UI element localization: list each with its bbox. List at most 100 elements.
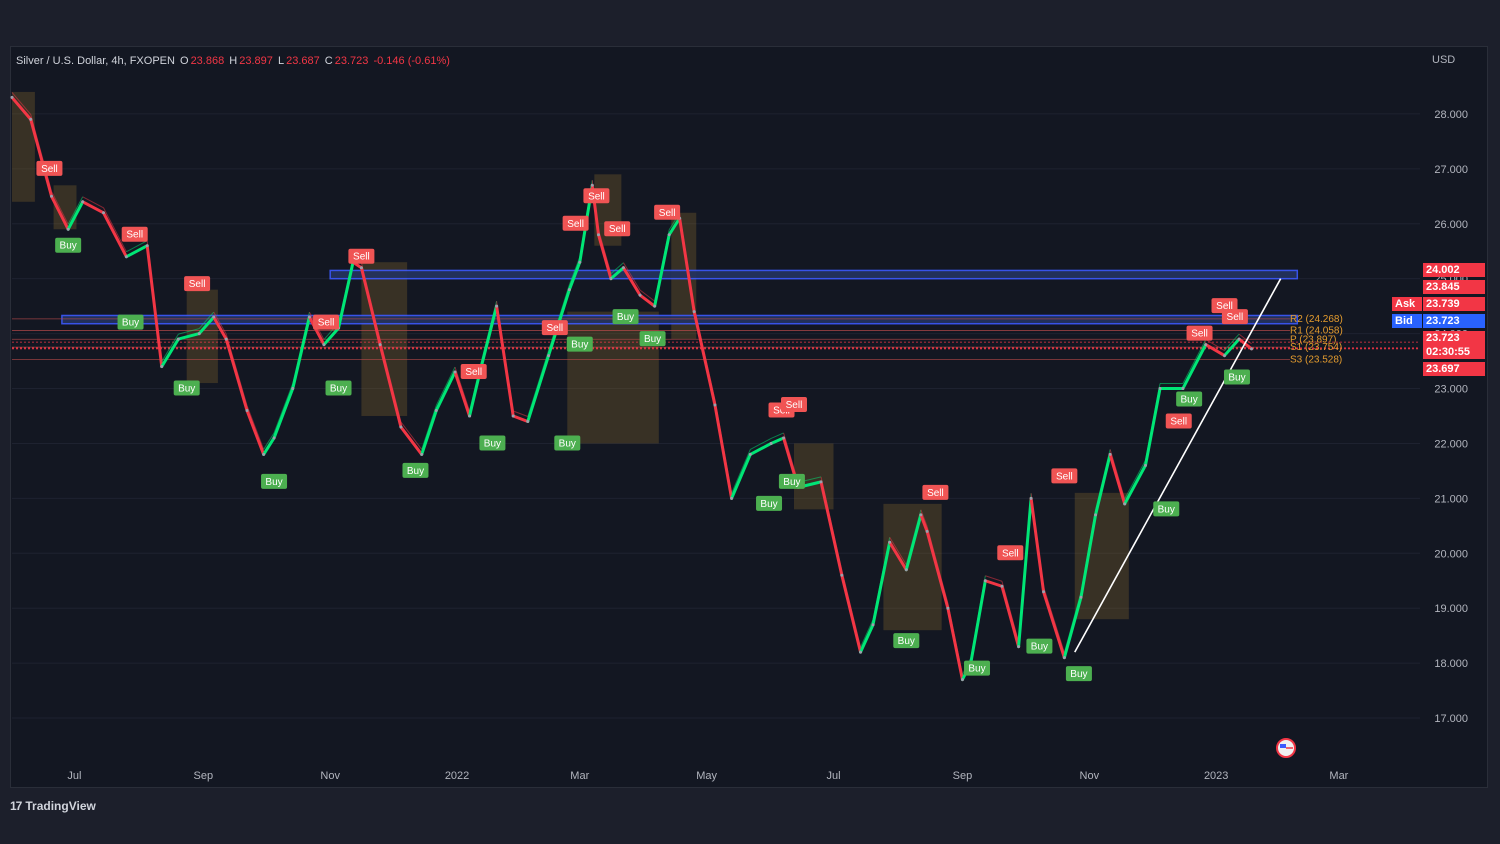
signal-label: Sell — [659, 208, 676, 219]
symbol-header: Silver / U.S. Dollar, 4h, FXOPEN O 23.868… — [16, 55, 452, 67]
currency-label[interactable]: USD — [1432, 54, 1456, 66]
ma-segment — [1095, 449, 1111, 510]
signal-label: Buy — [1228, 373, 1245, 384]
signal-box — [654, 204, 681, 220]
price-segment — [840, 573, 863, 654]
sell-signal: Sell — [583, 188, 610, 204]
signal-label: Sell — [318, 318, 335, 329]
price-segment — [29, 117, 54, 198]
ma-segment — [1224, 333, 1240, 351]
buy-signal: Buy — [325, 380, 352, 396]
price-point — [81, 200, 85, 204]
sell-signal: Sell — [1186, 325, 1213, 341]
close-value: 23.723 — [334, 55, 369, 67]
price-point — [272, 436, 276, 440]
price-point — [904, 568, 908, 572]
price-point — [596, 233, 600, 237]
x-tick-label: Sep — [953, 770, 973, 782]
pivot-label: R2 (24.268) — [1290, 314, 1343, 325]
price-point — [1029, 496, 1033, 500]
signal-box — [313, 314, 340, 330]
signal-label: Buy — [1031, 642, 1048, 653]
signal-box — [479, 435, 506, 451]
price-segment — [322, 326, 341, 347]
price-point — [399, 425, 403, 429]
ma-segment — [379, 339, 402, 423]
price-segment — [1181, 343, 1208, 391]
signal-label: Buy — [1158, 504, 1175, 515]
signal-box — [348, 248, 375, 264]
price-point — [50, 194, 54, 198]
ma-segment — [623, 262, 641, 291]
price-segment — [212, 315, 228, 341]
signal-box — [1153, 501, 1180, 517]
ma-segment — [146, 240, 163, 362]
low-label: L — [277, 55, 285, 67]
ma-segment — [1018, 493, 1032, 642]
ma-segment — [1205, 339, 1225, 352]
sell-signal: Sell — [313, 314, 340, 330]
signal-label: Sell — [126, 230, 143, 241]
price-segment — [434, 370, 457, 412]
y-tick-label: 26.000 — [1434, 219, 1468, 231]
signal-label: Sell — [189, 279, 206, 290]
price-point — [888, 540, 892, 544]
signal-box — [1065, 666, 1092, 682]
buy-signal: Buy — [756, 495, 783, 511]
price-segment — [50, 194, 70, 231]
price-point — [1062, 656, 1066, 660]
price-point — [748, 452, 752, 456]
sell-signal: Sell — [1221, 309, 1248, 325]
signal-label: Sell — [41, 164, 58, 175]
signal-box — [964, 660, 991, 676]
price-segment — [1143, 387, 1162, 467]
x-tick-label: 2023 — [1204, 770, 1228, 782]
price-point — [859, 650, 863, 654]
price-segment — [420, 408, 438, 456]
signal-label: Buy — [760, 499, 777, 510]
price-segment — [176, 332, 201, 341]
signal-label: Sell — [1002, 548, 1019, 559]
signal-box — [1223, 369, 1250, 385]
symbol-title[interactable]: Silver / U.S. Dollar, 4h, FXOPEN — [16, 55, 175, 67]
x-tick-label: Jul — [67, 770, 81, 782]
ma-segment — [820, 476, 843, 571]
price-point — [1000, 584, 1004, 588]
y-tick-label: 22.000 — [1434, 438, 1468, 450]
price-point — [526, 419, 530, 423]
buy-signal: Buy — [554, 435, 581, 451]
signal-box — [780, 397, 807, 412]
signal-box — [1176, 391, 1203, 407]
signal-box — [184, 276, 211, 292]
ma-segment — [479, 301, 498, 368]
signal-box — [261, 473, 288, 489]
signal-label: Buy — [330, 384, 347, 395]
ask-label: Ask — [1392, 297, 1422, 311]
signal-label: Sell — [1170, 416, 1187, 427]
y-tick-label: 17.000 — [1434, 713, 1468, 725]
price-segment — [526, 354, 551, 423]
price-segment — [10, 95, 33, 121]
signal-box — [562, 215, 589, 231]
buy-signal: Buy — [479, 435, 506, 451]
ma-segment — [292, 312, 310, 384]
price-point — [224, 337, 228, 341]
signal-box — [612, 309, 639, 325]
signal-box — [325, 380, 352, 396]
price-point — [245, 408, 249, 412]
price-point — [653, 304, 657, 308]
x-tick-label: Jul — [826, 770, 840, 782]
ma-segment — [841, 570, 862, 648]
sell-signal: Sell — [562, 215, 589, 231]
price-segment — [1062, 595, 1083, 660]
tradingview-brand[interactable]: 17 TradingView — [10, 799, 96, 813]
price-segment — [224, 337, 249, 412]
x-tick-label: May — [696, 770, 717, 782]
ma-segment — [1124, 460, 1146, 500]
price-point — [946, 606, 950, 610]
price-point — [1079, 595, 1083, 599]
price-segment — [468, 370, 482, 418]
chart-frame[interactable] — [10, 46, 1488, 788]
price-segment — [1079, 513, 1098, 599]
